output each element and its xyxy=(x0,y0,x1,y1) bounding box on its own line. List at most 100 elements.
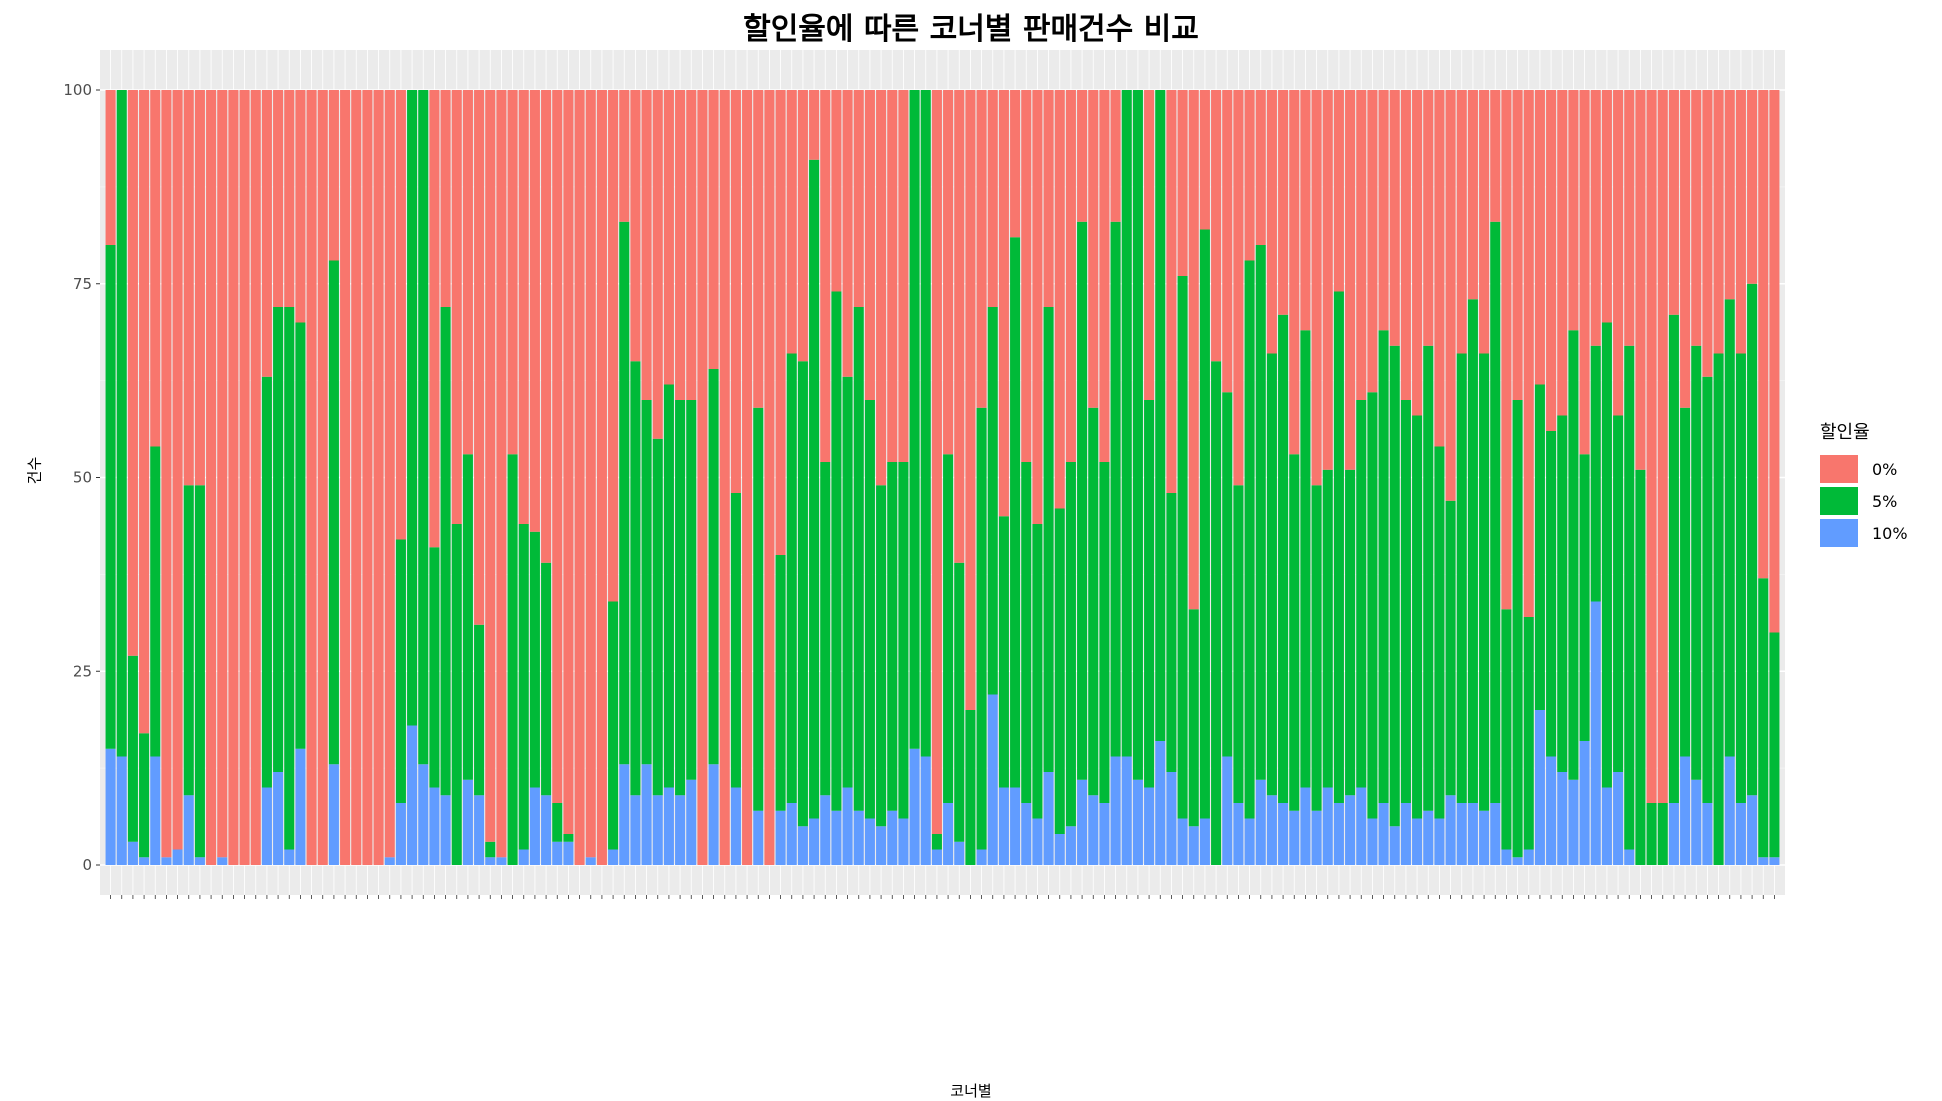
bar-10pct-68 xyxy=(864,818,875,865)
bar-5pct-50 xyxy=(663,384,674,788)
bar-5pct-61 xyxy=(786,353,797,803)
bar-5pct-98 xyxy=(1199,229,1210,819)
bar-10pct-102 xyxy=(1244,818,1255,865)
bar-0pct-79 xyxy=(987,90,998,307)
bar-0pct-23 xyxy=(362,90,373,865)
bar-5pct-40 xyxy=(552,803,563,842)
bar-5pct-118 xyxy=(1423,345,1434,811)
bar-5pct-70 xyxy=(887,462,898,811)
bar-5pct-46 xyxy=(619,221,630,765)
bar-0pct-120 xyxy=(1445,90,1456,501)
bar-5pct-45 xyxy=(608,601,619,850)
bar-10pct-94 xyxy=(1155,741,1166,865)
bar-10pct-136 xyxy=(1624,849,1635,865)
bar-0pct-58 xyxy=(753,90,764,408)
bar-0pct-108 xyxy=(1311,90,1322,486)
bar-10pct-81 xyxy=(1010,787,1021,865)
bar-0pct-113 xyxy=(1367,90,1378,393)
bar-5pct-112 xyxy=(1356,400,1367,788)
bar-0pct-4 xyxy=(150,90,161,447)
bar-10pct-108 xyxy=(1311,810,1322,865)
bar-0pct-18 xyxy=(306,90,317,865)
bar-5pct-130 xyxy=(1557,415,1568,772)
bar-5pct-16 xyxy=(284,307,295,850)
legend-item-0: 0% xyxy=(1820,454,1908,484)
bar-10pct-125 xyxy=(1501,849,1512,865)
bar-0pct-118 xyxy=(1423,90,1434,346)
bar-10pct-123 xyxy=(1479,810,1490,865)
bar-0pct-140 xyxy=(1668,90,1679,315)
bar-5pct-26 xyxy=(395,539,406,803)
bar-10pct-50 xyxy=(663,787,674,865)
bar-0pct-24 xyxy=(373,90,384,865)
bar-0pct-139 xyxy=(1657,90,1668,803)
bar-10pct-52 xyxy=(686,779,697,865)
bar-0pct-38 xyxy=(529,90,540,532)
bar-10pct-30 xyxy=(440,795,451,865)
bar-0pct-63 xyxy=(809,90,820,160)
bar-5pct-47 xyxy=(630,361,641,796)
bar-10pct-35 xyxy=(496,857,507,865)
bar-0pct-117 xyxy=(1412,90,1423,416)
bar-10pct-45 xyxy=(608,849,619,865)
bar-10pct-130 xyxy=(1557,772,1568,865)
bar-10pct-124 xyxy=(1490,803,1501,865)
bar-10pct-146 xyxy=(1735,803,1746,865)
bar-0pct-49 xyxy=(652,90,663,439)
bar-0pct-53 xyxy=(697,90,708,865)
bar-5pct-29 xyxy=(429,547,440,788)
bar-0pct-10 xyxy=(217,90,228,858)
bar-0pct-15 xyxy=(273,90,284,307)
bar-0pct-82 xyxy=(1021,90,1032,462)
bar-0pct-125 xyxy=(1501,90,1512,610)
bar-5pct-68 xyxy=(864,400,875,819)
bar-10pct-16 xyxy=(284,849,295,865)
bar-0pct-19 xyxy=(317,90,328,865)
bar-0pct-37 xyxy=(518,90,529,524)
bar-10pct-105 xyxy=(1278,803,1289,865)
bar-5pct-80 xyxy=(998,516,1009,788)
bar-5pct-60 xyxy=(775,555,786,811)
bar-0pct-114 xyxy=(1378,90,1389,331)
legend-label-2: 10% xyxy=(1872,523,1908,543)
bar-5pct-78 xyxy=(976,407,987,850)
bar-5pct-15 xyxy=(273,307,284,772)
bar-5pct-87 xyxy=(1077,221,1088,780)
bar-0pct-52 xyxy=(686,90,697,400)
bar-0pct-31 xyxy=(451,90,462,524)
bar-0pct-111 xyxy=(1345,90,1356,470)
bar-5pct-17 xyxy=(295,322,306,749)
bar-5pct-140 xyxy=(1668,314,1679,803)
bar-10pct-26 xyxy=(395,803,406,865)
bar-0pct-142 xyxy=(1691,90,1702,346)
bar-10pct-51 xyxy=(675,795,686,865)
bar-0pct-93 xyxy=(1144,90,1155,400)
bar-5pct-115 xyxy=(1389,345,1400,827)
bar-0pct-145 xyxy=(1724,90,1735,300)
legend-swatch-1 xyxy=(1820,487,1858,515)
bar-0pct-143 xyxy=(1702,90,1713,377)
bar-0pct-131 xyxy=(1568,90,1579,331)
bar-5pct-36 xyxy=(507,454,518,865)
bar-10pct-4 xyxy=(150,756,161,865)
bar-5pct-34 xyxy=(485,841,496,858)
bar-10pct-148 xyxy=(1758,857,1769,865)
bar-10pct-104 xyxy=(1266,795,1277,865)
bar-0pct-68 xyxy=(864,90,875,400)
bar-10pct-41 xyxy=(563,841,574,865)
bar-0pct-89 xyxy=(1099,90,1110,462)
bar-0pct-101 xyxy=(1233,90,1244,486)
bar-5pct-28 xyxy=(418,90,429,765)
bar-10pct-128 xyxy=(1534,710,1545,865)
bar-10pct-29 xyxy=(429,787,440,865)
bar-0pct-65 xyxy=(831,90,842,292)
bar-5pct-67 xyxy=(853,307,864,811)
bar-10pct-87 xyxy=(1077,779,1088,865)
bar-0pct-55 xyxy=(719,90,730,865)
bar-5pct-121 xyxy=(1456,353,1467,803)
bar-10pct-28 xyxy=(418,764,429,865)
bar-10pct-88 xyxy=(1088,795,1099,865)
bar-0pct-80 xyxy=(998,90,1009,517)
bar-5pct-103 xyxy=(1255,245,1266,780)
bar-5pct-65 xyxy=(831,291,842,811)
